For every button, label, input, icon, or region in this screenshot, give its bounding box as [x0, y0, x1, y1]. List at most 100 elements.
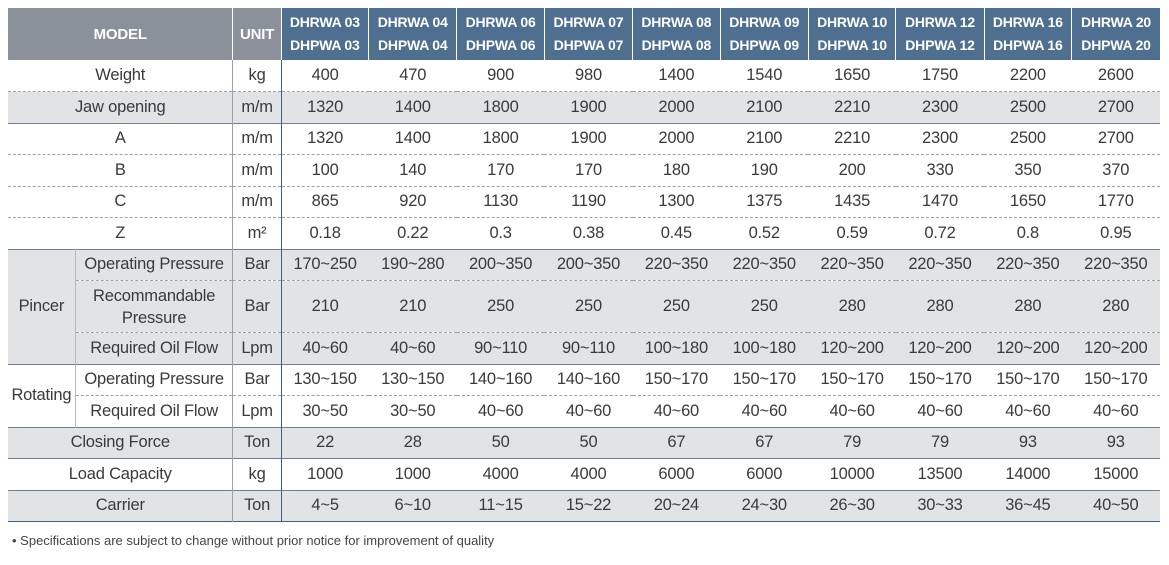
value-cell: 90~110 [456, 332, 545, 364]
value-cell: 2500 [1009, 129, 1046, 148]
value-cell: 150~170 [820, 370, 884, 389]
value-cell: 30~50 [390, 401, 436, 420]
value-cell: 2100 [720, 91, 809, 123]
value-cell: 210 [281, 280, 369, 333]
table-row: Required Oil Flow Lpm 30~50 30~50 40~60 40~60… [8, 395, 1160, 427]
value-cell: 330 [926, 160, 954, 179]
value-cell: 2500 [984, 91, 1072, 123]
value-cell: 22 [281, 427, 369, 459]
value-cell: 26~30 [808, 490, 896, 522]
row-label: Required Oil Flow [74, 332, 233, 364]
value-cell: 0.18 [309, 223, 341, 242]
row-label: C [114, 192, 127, 211]
value-cell: 150~170 [1084, 370, 1148, 389]
row-label: A [114, 129, 126, 148]
value-cell: 250 [720, 280, 809, 333]
row-unit: Ton [232, 490, 282, 522]
value-cell: 1800 [456, 91, 545, 123]
value-cell: 865 [311, 192, 339, 211]
value-cell: 20~24 [632, 490, 721, 522]
value-cell: 2300 [922, 129, 958, 148]
value-cell: 2000 [632, 91, 721, 123]
row-unit: Bar [232, 249, 282, 281]
value-cell: 40~60 [1005, 401, 1051, 420]
value-cell: 220~350 [984, 249, 1072, 281]
value-cell: 11~15 [456, 490, 545, 522]
value-cell: 36~45 [984, 490, 1072, 522]
value-cell: 220~350 [720, 249, 809, 281]
value-cell: 200~350 [544, 249, 633, 281]
value-cell: 1300 [658, 192, 695, 211]
value-cell: 1435 [834, 192, 871, 211]
value-cell: 1320 [281, 91, 369, 123]
value-cell: 180 [662, 160, 690, 179]
value-cell: 280 [808, 280, 896, 333]
row-label: Weight [95, 66, 146, 84]
row-unit: Lpm [232, 332, 282, 364]
table-row: Jaw opening m/m 1320 1400 1800 1900 2000 2100 22… [8, 91, 1160, 123]
value-cell: 6~10 [368, 490, 457, 522]
value-cell: 1400 [368, 91, 457, 123]
value-cell: 1400 [658, 66, 695, 84]
value-cell: 2210 [834, 129, 871, 148]
unit-header: UNIT [232, 8, 282, 60]
value-cell: 170 [575, 160, 602, 179]
table-row: Recommandable Pressure Bar 210 210 250 250 250… [8, 280, 1160, 333]
value-cell: 150~170 [908, 370, 972, 389]
value-cell: 4000 [482, 464, 519, 483]
value-cell: 200~350 [456, 249, 545, 281]
value-cell: 120~200 [1071, 332, 1160, 364]
value-cell: 50 [544, 427, 633, 459]
value-cell: 90~110 [544, 332, 633, 364]
row-label: B [114, 160, 126, 179]
value-cell: 0.72 [924, 223, 956, 242]
value-cell: 2700 [1097, 129, 1134, 148]
value-cell: 0.95 [1100, 223, 1132, 242]
value-cell: 220~350 [632, 249, 721, 281]
value-cell: 10000 [829, 464, 875, 483]
row-label: Carrier [8, 490, 233, 522]
value-cell: 79 [808, 427, 896, 459]
value-cell: 220~350 [895, 249, 985, 281]
value-cell: 13500 [917, 464, 963, 483]
value-cell: 79 [895, 427, 985, 459]
value-cell: 1130 [483, 192, 518, 211]
value-cell: 130~150 [293, 370, 357, 389]
table-row: Required Oil Flow Lpm 40~60 40~60 90~110 90~1… [8, 332, 1160, 364]
row-unit: Ton [232, 427, 282, 459]
value-cell: 93 [1071, 427, 1160, 459]
spec-table: MODEL UNIT DHRWA 03 DHPWA 03 DHRWA 04 DHPWA… [8, 8, 1160, 522]
row-unit: Lpm [232, 395, 282, 427]
value-cell: 1320 [307, 129, 344, 148]
value-cell: 1800 [482, 129, 519, 148]
value-cell: 2700 [1071, 91, 1160, 123]
value-cell: 980 [575, 66, 602, 84]
model-name-dhrwa: DHRWA 12 [904, 14, 975, 30]
model-name-dhpwa: DHPWA 16 [993, 37, 1063, 53]
value-cell: 2300 [895, 91, 985, 123]
row-label: Closing Force [8, 427, 233, 459]
value-cell: 1900 [544, 91, 633, 123]
value-cell: 370 [1102, 160, 1130, 179]
table-row: Weight kg 400 470 900 980 1400 1540 1650 1750 2200… [8, 60, 1160, 92]
value-cell: 1540 [746, 66, 783, 84]
table-row: Load Capacity kg 1000 1000 4000 4000 6000 6000 1… [8, 458, 1160, 490]
value-cell: 40~60 [741, 401, 788, 420]
row-label: Recommandable Pressure [74, 280, 233, 333]
model-name-dhrwa: DHRWA 03 [289, 14, 360, 30]
value-cell: 120~200 [808, 332, 896, 364]
value-cell: 170 [487, 160, 515, 179]
row-label: Load Capacity [68, 464, 172, 483]
value-cell: 15~22 [544, 490, 633, 522]
row-label: Z [115, 223, 126, 242]
value-cell: 100 [311, 160, 339, 179]
value-cell: 210 [368, 280, 457, 333]
value-cell: 1400 [394, 129, 431, 148]
value-cell: 220~350 [1071, 249, 1160, 281]
value-cell: 28 [368, 427, 457, 459]
value-cell: 190~280 [368, 249, 457, 281]
value-cell: 220~350 [808, 249, 896, 281]
